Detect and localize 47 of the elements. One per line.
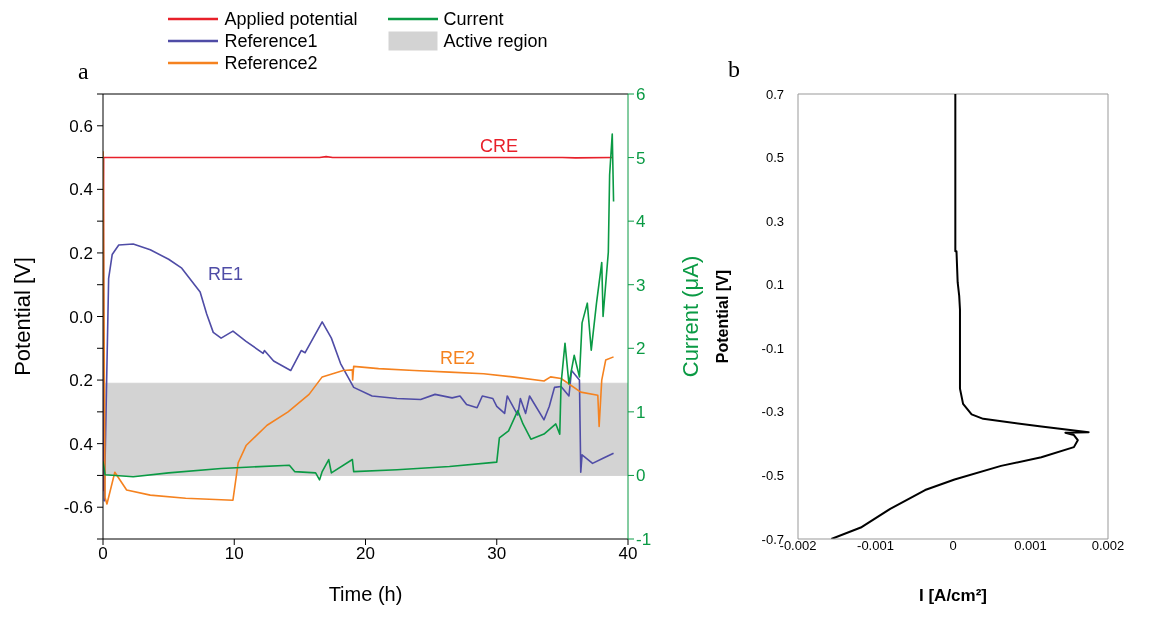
y-tick-label: 0.2 <box>69 243 93 263</box>
annotation: RE2 <box>440 348 476 369</box>
y-tick-label: -0.1 <box>761 340 784 356</box>
annotation: CRE <box>480 136 519 157</box>
y-tick-label: -0.3 <box>761 404 784 420</box>
x-axis-title: I [A/cm²] <box>919 586 987 605</box>
y-tick-label: -0.5 <box>761 468 784 484</box>
x-axis-title: Time (h) <box>328 583 403 605</box>
y2-tick-label: 0 <box>636 466 646 486</box>
x-tick-label: 20 <box>356 544 375 564</box>
x-tick-label: 40 <box>618 544 638 564</box>
chart-title: b <box>728 56 740 83</box>
y2-axis-title: Current (μA) <box>677 255 703 378</box>
y2-tick-label: 5 <box>636 148 646 168</box>
y-tick-label: 0.4 <box>69 180 93 200</box>
y-tick-label: 0.0 <box>69 307 93 327</box>
y-tick-label: 0.3 <box>765 213 784 229</box>
y2-tick-label: 3 <box>636 275 646 295</box>
annotation: RE1 <box>208 264 244 285</box>
chart-title: a <box>78 58 89 85</box>
y-tick-label: 0.1 <box>765 277 784 293</box>
legend-label: Active region <box>443 30 548 52</box>
y2-tick-label: 6 <box>636 85 646 105</box>
y-tick-label: 0.2 <box>69 371 93 391</box>
y2-tick-label: -1 <box>636 530 652 550</box>
y-axis-title: Potential [V] <box>9 257 35 376</box>
y-tick-label: 0.5 <box>765 150 784 166</box>
y-tick-label: -0.6 <box>63 498 93 518</box>
y2-tick-label: 2 <box>636 339 646 359</box>
legend-label: Reference2 <box>224 52 318 74</box>
x-tick-label: 0.002 <box>1091 538 1125 554</box>
y-axis-title: Potential [V] <box>713 269 731 364</box>
y-tick-label: 0.6 <box>69 116 93 136</box>
x-tick-label: -0.001 <box>857 538 894 554</box>
y2-tick-label: 4 <box>636 212 646 232</box>
y2-tick-label: 1 <box>636 402 646 422</box>
x-tick-label: 30 <box>487 544 507 564</box>
y-tick-label: 0.4 <box>69 434 93 454</box>
legend-label: Current <box>443 8 504 30</box>
y-tick-label: 0.7 <box>765 86 784 102</box>
x-tick-label: 0 <box>949 538 957 554</box>
line-series <box>830 94 1090 539</box>
legend-label: Applied potential <box>224 8 358 30</box>
x-tick-label: 0.001 <box>1014 538 1047 554</box>
legend-label: Reference1 <box>224 30 318 52</box>
x-tick-label: 10 <box>224 544 244 564</box>
x-tick-label: 0 <box>98 544 108 564</box>
